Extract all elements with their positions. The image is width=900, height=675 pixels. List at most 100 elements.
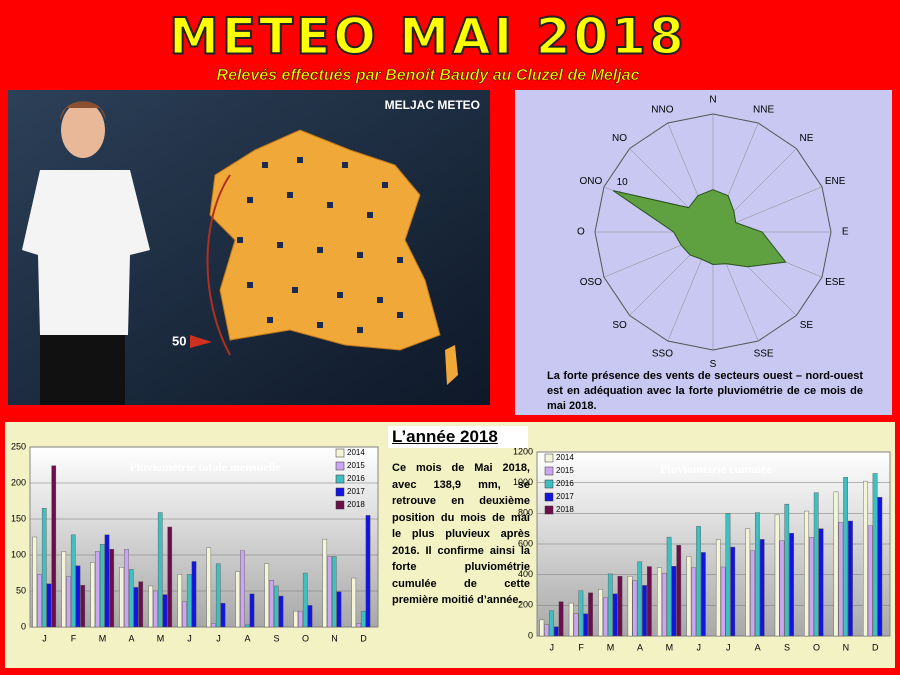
- bar: [539, 619, 545, 637]
- bar: [877, 497, 883, 637]
- x-tick-label: A: [755, 642, 761, 652]
- bar: [109, 549, 115, 628]
- x-tick-label: O: [813, 642, 820, 652]
- radar-tick-label: 10: [617, 177, 629, 188]
- y-tick-label: 50: [16, 585, 26, 595]
- map-marker: [337, 292, 343, 298]
- y-tick-label: 1200: [513, 446, 533, 456]
- bar: [598, 589, 604, 637]
- bar: [124, 549, 129, 628]
- map-marker: [237, 237, 243, 243]
- bar: [80, 585, 86, 628]
- bar: [153, 590, 158, 628]
- map-marker: [357, 327, 363, 333]
- radar-category-label: SE: [800, 320, 814, 331]
- radar-category-label: NE: [799, 133, 813, 144]
- bar: [715, 539, 721, 637]
- bar: [104, 534, 110, 628]
- map-marker: [327, 202, 333, 208]
- bar: [70, 534, 76, 628]
- x-tick-label: M: [666, 642, 674, 652]
- page-title: METEO MAI 2018: [169, 8, 687, 66]
- bar: [720, 566, 726, 637]
- legend-swatch: [544, 453, 554, 463]
- bar: [686, 556, 692, 637]
- x-tick-label: F: [578, 642, 584, 652]
- bar: [789, 533, 794, 637]
- bar: [119, 567, 125, 628]
- bar: [273, 585, 279, 628]
- bar: [553, 626, 559, 637]
- bar: [833, 491, 839, 637]
- bar: [162, 594, 168, 628]
- bar: [661, 572, 667, 637]
- bar: [167, 526, 173, 628]
- map-marker: [247, 197, 253, 203]
- bar: [848, 520, 853, 637]
- bar: [46, 583, 52, 628]
- bar: [235, 571, 241, 628]
- x-tick-label: A: [128, 633, 134, 643]
- bar: [206, 547, 212, 628]
- page-subtitle: Relevés effectués par Benoît Baudy au Cl…: [217, 67, 640, 84]
- map-marker: [317, 247, 323, 253]
- radar-category-label: NNO: [651, 105, 673, 116]
- bar: [191, 561, 197, 628]
- bar: [568, 602, 574, 637]
- y-tick-label: 200: [518, 600, 533, 610]
- bar: [632, 580, 638, 637]
- bar: [249, 593, 255, 628]
- chart-title: Pluviométrie cumulée: [660, 462, 772, 476]
- bar: [61, 551, 67, 628]
- text-box-body: Ce mois de Mai 2018, avec 138,9 mm, se r…: [392, 462, 530, 606]
- legend-label: 2014: [556, 453, 574, 462]
- bar: [331, 556, 337, 628]
- bar: [701, 552, 706, 637]
- bar: [32, 536, 38, 628]
- radar-category-label: O: [577, 227, 585, 238]
- map-marker: [367, 212, 373, 218]
- x-tick-label: A: [637, 642, 643, 652]
- pressure-label: 50: [172, 333, 186, 348]
- bar: [148, 585, 154, 628]
- bar: [725, 513, 731, 637]
- bar: [696, 526, 701, 637]
- radar-category-label: ENE: [825, 176, 846, 187]
- map-marker: [357, 252, 363, 258]
- x-tick-label: J: [697, 642, 702, 652]
- bar: [360, 610, 366, 628]
- bar: [818, 528, 824, 637]
- legend-swatch: [335, 474, 345, 484]
- map-marker: [267, 317, 273, 323]
- bar: [558, 601, 564, 637]
- x-tick-label: M: [607, 642, 615, 652]
- bar: [607, 573, 613, 637]
- y-tick-label: 150: [11, 513, 26, 523]
- bar: [298, 610, 303, 628]
- map-marker: [292, 287, 298, 293]
- bar: [90, 562, 96, 628]
- legend-swatch: [335, 448, 345, 458]
- bar: [240, 550, 245, 628]
- radar-area: [612, 189, 787, 268]
- bar: [578, 590, 584, 637]
- bar: [544, 624, 549, 637]
- x-tick-label: A: [244, 633, 250, 643]
- bar: [128, 569, 134, 628]
- bar: [750, 550, 755, 637]
- bar: [666, 536, 672, 637]
- bar: [220, 603, 226, 628]
- x-tick-label: S: [784, 642, 790, 652]
- y-tick-label: 600: [518, 538, 533, 548]
- x-tick-label: M: [157, 633, 165, 643]
- bar: [278, 595, 284, 628]
- y-tick-label: 100: [11, 549, 26, 559]
- map-marker: [382, 182, 388, 188]
- bar: [215, 563, 221, 628]
- bar: [264, 563, 270, 628]
- bar: [133, 587, 139, 628]
- bar: [307, 605, 313, 628]
- map-marker: [377, 297, 383, 303]
- bar: [336, 591, 342, 628]
